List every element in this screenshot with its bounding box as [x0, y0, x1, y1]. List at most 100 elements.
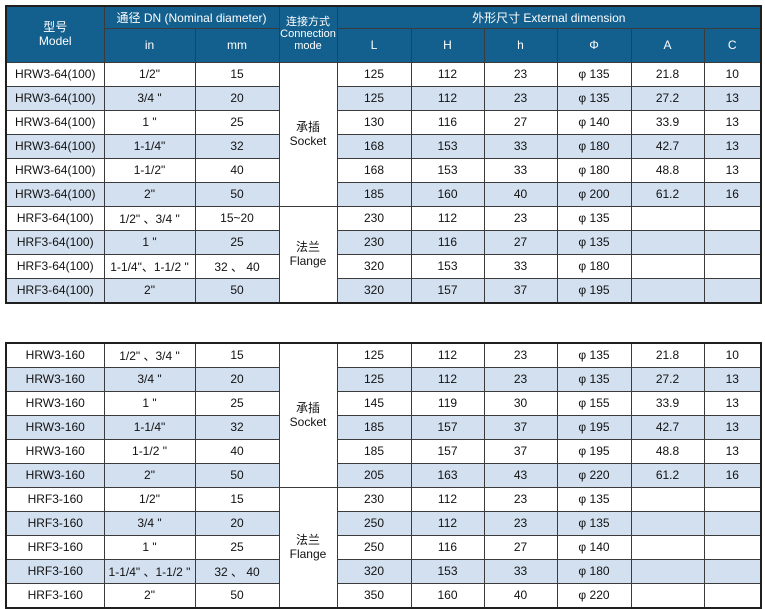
cell-in: 1-1/2" [103, 157, 196, 183]
cell-H: 153 [410, 133, 485, 159]
cell-A: 48.8 [630, 438, 705, 464]
cell-h: 33 [483, 253, 558, 279]
cell-A [630, 486, 705, 512]
table-row: HRF3-160 1/2" 15 法兰 Flange 230 112 23 φ 135 [5, 486, 762, 608]
cell-model: HRW3-64(100) [5, 85, 105, 111]
cell-in: 1 " [103, 390, 196, 416]
cell-model: HRW3-64(100) [5, 109, 105, 135]
cell-in: 2" [103, 582, 196, 608]
cell-A [630, 277, 705, 303]
cell-L: 250 [336, 534, 412, 560]
cell-model: HRW3-64(100) [5, 181, 105, 207]
cell-C [703, 582, 762, 608]
cell-L: 145 [336, 390, 412, 416]
connection-mode-en: Flange [289, 547, 327, 561]
table-row: HRF3-160 1-1/4" 、1-1/2 " 32 、 40 320 153 33 φ … [5, 558, 762, 584]
cell-phi: φ 140 [556, 534, 632, 560]
col-header-mm: mm [194, 27, 280, 63]
cell-phi: φ 140 [556, 109, 632, 135]
table-body-64-100: HRW3-64(100) 1/2" 15 承插 Socket 125 112 23 φ 135 2… [5, 61, 762, 303]
cell-L: 320 [336, 558, 412, 584]
cell-A: 21.8 [630, 61, 705, 87]
cell-A [630, 558, 705, 584]
cell-phi: φ 135 [556, 61, 632, 87]
cell-C [703, 486, 762, 512]
cell-h: 27 [483, 229, 558, 255]
cell-model: HRF3-160 [5, 510, 105, 536]
col-header-connection-zh: 连接方式 [286, 16, 330, 29]
cell-h: 33 [483, 157, 558, 183]
table-row: HRW3-160 2" 50 205 163 43 φ 220 61.2 16 [5, 462, 762, 488]
cell-L: 250 [336, 510, 412, 536]
cell-L: 205 [336, 462, 412, 488]
cell-phi: φ 195 [556, 277, 632, 303]
table-row: HRW3-64(100) 2" 50 185 160 40 φ 200 61.2 16 [5, 181, 762, 207]
cell-mm: 20 [194, 85, 280, 111]
cell-H: 112 [410, 61, 485, 87]
cell-connection-mode: 法兰 Flange [278, 205, 338, 303]
cell-in: 2" [103, 462, 196, 488]
cell-h: 40 [483, 181, 558, 207]
cell-C [703, 558, 762, 584]
cell-phi: φ 180 [556, 558, 632, 584]
cell-H: 112 [410, 366, 485, 392]
cell-H: 112 [410, 205, 485, 231]
cell-A: 21.8 [630, 342, 705, 368]
table-row: HRW3-64(100) 1-1/4" 32 168 153 33 φ 180 42.7 13 [5, 133, 762, 159]
cell-mm: 20 [194, 366, 280, 392]
cell-mm: 25 [194, 390, 280, 416]
cell-mm: 15 [194, 342, 280, 368]
cell-mm: 25 [194, 109, 280, 135]
cell-H: 112 [410, 85, 485, 111]
cell-H: 116 [410, 534, 485, 560]
cell-A: 33.9 [630, 390, 705, 416]
cell-mm: 25 [194, 229, 280, 255]
cell-h: 33 [483, 558, 558, 584]
cell-model: HRW3-160 [5, 414, 105, 440]
cell-phi: φ 180 [556, 133, 632, 159]
cell-model: HRF3-160 [5, 582, 105, 608]
col-header-dn: 通径 DN (Nominal diameter) [103, 5, 280, 29]
cell-h: 23 [483, 85, 558, 111]
cell-A [630, 205, 705, 231]
cell-h: 43 [483, 462, 558, 488]
cell-phi: φ 220 [556, 462, 632, 488]
cell-in: 1-1/4" [103, 133, 196, 159]
table-row: HRF3-160 1 " 25 250 116 27 φ 140 [5, 534, 762, 560]
cell-mm: 50 [194, 462, 280, 488]
cell-model: HRW3-160 [5, 462, 105, 488]
cell-h: 23 [483, 61, 558, 87]
cell-C: 13 [703, 438, 762, 464]
cell-in: 1-1/4" 、1-1/2 " [103, 558, 196, 584]
cell-mm: 15~20 [194, 205, 280, 231]
connection-mode-zh: 法兰 [295, 533, 320, 547]
cell-h: 27 [483, 109, 558, 135]
connection-mode-zh: 承插 [295, 120, 320, 134]
cell-H: 153 [410, 157, 485, 183]
cell-H: 112 [410, 510, 485, 536]
cell-phi: φ 180 [556, 253, 632, 279]
table-row: HRW3-160 1-1/4" 32 185 157 37 φ 195 42.7 13 [5, 414, 762, 440]
col-header-connection-en2: mode [294, 40, 322, 53]
cell-mm: 32 、 40 [194, 253, 280, 279]
cell-C: 13 [703, 157, 762, 183]
cell-A [630, 534, 705, 560]
cell-in: 3/4 " [103, 366, 196, 392]
col-header-A: A [630, 27, 705, 63]
cell-phi: φ 135 [556, 229, 632, 255]
col-header-h: h [483, 27, 558, 63]
cell-H: 153 [410, 253, 485, 279]
cell-C [703, 534, 762, 560]
cell-C: 13 [703, 85, 762, 111]
cell-phi: φ 180 [556, 157, 632, 183]
cell-connection-mode: 承插 Socket [278, 342, 338, 488]
cell-H: 112 [410, 486, 485, 512]
cell-in: 1-1/4"、1-1/2 " [103, 253, 196, 279]
cell-C: 10 [703, 342, 762, 368]
cell-in: 2" [103, 181, 196, 207]
cell-A: 42.7 [630, 133, 705, 159]
cell-model: HRF3-160 [5, 534, 105, 560]
cell-in: 1/2" 、3/4 " [103, 205, 196, 231]
connection-mode-en: Socket [289, 415, 327, 429]
cell-A [630, 229, 705, 255]
